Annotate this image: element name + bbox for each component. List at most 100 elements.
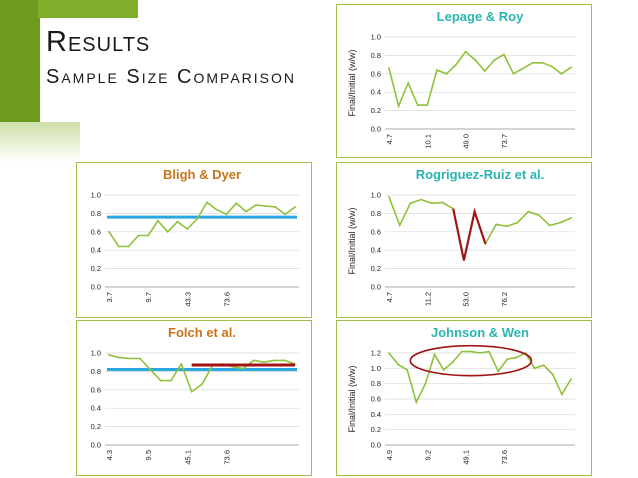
data-point — [398, 224, 401, 227]
data-point — [397, 363, 399, 366]
data-point — [474, 59, 477, 61]
y-tick-label: 0.2 — [91, 422, 101, 431]
data-point — [512, 72, 515, 75]
data-point — [505, 225, 508, 228]
data-point — [537, 214, 540, 217]
chart-panel-folch: Folch et al.Final/Initial (w/w)0.00.20.4… — [76, 320, 312, 476]
data-point — [441, 201, 444, 204]
highlight-segment — [452, 207, 487, 261]
series-line — [388, 50, 572, 109]
y-tick-label: 0.4 — [91, 404, 101, 413]
data-point — [190, 390, 193, 393]
y-axis-label: Final/Initial (w/w) — [347, 49, 357, 116]
data-point — [186, 228, 189, 230]
y-tick-label: 0.0 — [371, 125, 381, 134]
data-point — [506, 358, 509, 361]
x-tick-label: 3.7 — [105, 292, 114, 302]
data-point — [137, 234, 140, 237]
chart-panel-rodriguez: Rogriguez-Ruiz et al. Final/Initial (w/w)… — [336, 162, 592, 318]
data-point — [263, 361, 265, 364]
data-point — [460, 350, 463, 353]
data-point — [196, 218, 199, 220]
y-tick-label: 0.8 — [371, 379, 381, 388]
data-point — [159, 379, 162, 382]
chart-panel-johnson: Johnson & Wen Final/Initial (w/w) 0.0 0.2 0.… — [336, 320, 592, 476]
data-point — [483, 70, 486, 72]
y-axis-label: Final/Initial (w/w) — [347, 365, 357, 432]
data-point — [180, 363, 183, 365]
y-tick-label: 0.2 — [371, 264, 381, 273]
y-tick-label: 0.8 — [91, 209, 101, 218]
data-point — [470, 350, 472, 353]
x-tick-label: 43.3 — [183, 292, 192, 307]
y-tick-label: 0.2 — [371, 425, 381, 434]
chart-title: Bligh & Dyer — [163, 167, 241, 182]
accent-strip — [38, 0, 138, 18]
data-point — [548, 224, 551, 227]
y-tick-label: 0.6 — [371, 395, 381, 404]
data-point — [495, 223, 497, 226]
data-point — [479, 352, 481, 354]
y-tick-label: 1.2 — [371, 349, 381, 358]
data-point — [245, 210, 247, 213]
data-point — [176, 220, 179, 223]
x-tick-label: 4.3 — [105, 450, 114, 460]
data-point — [516, 221, 519, 224]
accent-bar — [0, 0, 40, 122]
data-point — [570, 378, 572, 380]
data-point — [550, 65, 553, 68]
data-point — [274, 206, 277, 208]
data-point — [426, 104, 429, 106]
chart-title: Rogriguez-Ruiz et al. — [416, 167, 545, 182]
data-point — [561, 393, 563, 396]
data-point — [205, 201, 208, 204]
data-point — [139, 357, 141, 360]
y-tick-label: 0.6 — [91, 385, 101, 394]
data-point — [157, 219, 159, 222]
series-line — [108, 354, 296, 393]
data-point — [264, 205, 267, 207]
data-point — [430, 202, 433, 205]
accent-fade — [0, 122, 80, 162]
slide-title: Results — [46, 26, 151, 58]
data-point — [488, 350, 490, 353]
data-point — [170, 379, 172, 382]
data-point — [503, 53, 505, 56]
y-tick-label: 1.0 — [371, 191, 381, 200]
y-tick-label: 1.0 — [371, 364, 381, 373]
y-tick-label: 0.4 — [371, 410, 381, 419]
chart-folch: Folch et al.Final/Initial (w/w)0.00.20.4… — [91, 325, 299, 465]
x-tick-label: 4.9 — [385, 450, 394, 460]
x-tick-label: 4.7 — [385, 292, 394, 302]
data-point — [493, 59, 496, 61]
data-point — [294, 206, 296, 208]
data-point — [252, 359, 255, 362]
chart-panel-bligh: Bligh & DyerFinal/Initial (w/w)0.00.20.4… — [76, 162, 312, 318]
y-tick-label: 0.8 — [91, 367, 101, 376]
y-tick-label: 0.6 — [91, 227, 101, 236]
data-point — [560, 72, 563, 75]
data-point — [147, 234, 150, 237]
x-tick-label: 73.6 — [222, 292, 231, 307]
y-tick-label: 0.2 — [91, 264, 101, 273]
data-point — [445, 72, 448, 75]
data-point — [254, 204, 257, 207]
x-tick-label: 11.2 — [423, 292, 432, 306]
data-point — [108, 353, 110, 356]
chart-johnson: Johnson & Wen Final/Initial (w/w) 0.0 0.2 0.… — [347, 325, 575, 465]
y-axis-label: Final/Initial (w/w) — [347, 207, 357, 274]
data-point — [409, 202, 412, 205]
data-point — [542, 364, 545, 367]
y-tick-label: 0.2 — [371, 106, 381, 115]
data-point — [242, 367, 245, 370]
data-point — [118, 356, 121, 359]
data-point — [527, 210, 530, 213]
chart-title: Lepage & Roy — [437, 9, 524, 24]
title-box — [40, 18, 330, 96]
x-tick-label: 73.6 — [222, 450, 231, 465]
y-tick-label: 0.4 — [91, 246, 101, 255]
data-point — [388, 67, 390, 70]
data-point — [415, 401, 418, 403]
data-point — [435, 69, 438, 72]
data-point — [497, 370, 500, 373]
